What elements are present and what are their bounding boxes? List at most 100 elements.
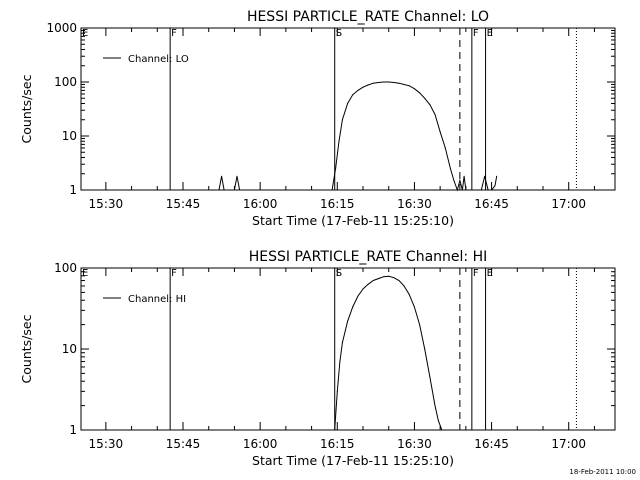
chart-panel-1: HESSI PARTICLE_RATE Channel: LO Counts/se… — [19, 9, 616, 228]
data-point — [372, 280, 374, 282]
data-point — [463, 175, 465, 177]
data-point — [334, 429, 336, 431]
data-point — [347, 320, 349, 322]
data-point — [352, 306, 354, 308]
data-point — [223, 189, 225, 191]
y-tick-label: 10 — [62, 342, 77, 356]
data-point — [341, 119, 343, 121]
data-point — [480, 189, 482, 191]
event-marker-label: E — [487, 28, 493, 39]
data-point — [367, 84, 369, 86]
data-point — [221, 175, 223, 177]
data-point — [487, 189, 489, 191]
data-point — [377, 278, 379, 280]
legend-entry: Channel: LO — [128, 54, 189, 65]
data-point — [383, 276, 385, 278]
series-line — [218, 81, 498, 192]
chart-title: HESSI PARTICLE_RATE Channel: HI — [249, 249, 487, 265]
data-point — [434, 114, 436, 116]
data-point — [338, 140, 340, 142]
data-point — [341, 342, 343, 344]
event-marker-label: F — [473, 28, 479, 39]
data-point — [367, 283, 369, 285]
event-marker-label: E — [487, 268, 493, 279]
x-tick-label: 15:30 — [89, 197, 124, 211]
x-tick-label: 16:00 — [243, 197, 278, 211]
y-tick-label: 1 — [69, 183, 77, 197]
data-point — [461, 189, 463, 191]
chart-panel-2: HESSI PARTICLE_RATE Channel: HI Counts/se… — [19, 249, 616, 468]
plot-timestamp: 18-Feb-2011 10:00 — [569, 468, 636, 476]
data-point — [393, 81, 395, 83]
x-tick-label: 16:30 — [397, 197, 432, 211]
data-point — [388, 275, 390, 277]
x-tick-label: 16:45 — [474, 437, 509, 451]
plot-frame — [80, 267, 616, 431]
data-point — [331, 189, 333, 191]
data-point — [398, 280, 400, 282]
data-point — [413, 306, 415, 308]
y-tick-label: 10 — [62, 129, 77, 143]
series-line — [334, 275, 443, 431]
x-axis-label: Start Time (17-Feb-11 15:25:10) — [252, 453, 454, 468]
data-point — [424, 348, 426, 350]
data-point — [372, 82, 374, 84]
data-point — [403, 83, 405, 85]
y-axis-label: Counts/sec — [19, 314, 34, 383]
x-tick-label: 15:45 — [166, 197, 201, 211]
data-point — [398, 82, 400, 84]
data-point — [437, 420, 439, 422]
data-point — [484, 175, 486, 177]
data-point — [362, 288, 364, 290]
data-point — [494, 185, 496, 187]
x-tick-label: 16:00 — [243, 437, 278, 451]
data-point — [441, 429, 443, 431]
data-point — [453, 179, 455, 181]
data-point — [362, 86, 364, 88]
data-point — [444, 147, 446, 149]
data-point — [377, 81, 379, 83]
data-point — [218, 189, 220, 191]
data-point — [236, 175, 238, 177]
event-marker-label: F — [171, 28, 177, 39]
data-point — [496, 175, 498, 177]
data-point — [403, 285, 405, 287]
plot-frame — [80, 27, 616, 191]
x-axis-label: Start Time (17-Feb-11 15:25:10) — [252, 213, 454, 228]
y-tick-label: 100 — [54, 75, 77, 89]
data-point — [408, 85, 410, 87]
data-point — [339, 361, 341, 363]
event-marker-label: F — [473, 268, 479, 279]
data-point — [459, 179, 461, 181]
x-tick-label: 16:15 — [320, 437, 355, 451]
y-tick-label: 100 — [54, 261, 77, 275]
data-point — [233, 189, 235, 191]
y-tick-label: 1 — [69, 423, 77, 437]
x-tick-label: 16:45 — [474, 197, 509, 211]
data-point — [465, 189, 467, 191]
data-point — [383, 81, 385, 83]
data-point — [456, 189, 458, 191]
event-marker-label: S — [336, 268, 342, 279]
event-marker-label: E — [82, 28, 88, 39]
data-point — [335, 168, 337, 170]
data-point — [347, 102, 349, 104]
data-point — [408, 294, 410, 296]
data-point — [357, 89, 359, 91]
data-point — [491, 189, 493, 191]
event-marker-label: F — [171, 268, 177, 279]
event-marker-label: E — [82, 268, 88, 279]
legend-entry: Channel: HI — [128, 294, 186, 305]
data-point — [352, 94, 354, 96]
x-tick-label: 16:30 — [397, 437, 432, 451]
data-point — [429, 376, 431, 378]
data-point — [357, 295, 359, 297]
data-point — [449, 168, 451, 170]
data-point — [413, 88, 415, 90]
event-marker-label: S — [336, 28, 342, 39]
chart-title: HESSI PARTICLE_RATE Channel: LO — [247, 9, 489, 25]
x-tick-label: 16:15 — [320, 197, 355, 211]
data-point — [429, 104, 431, 106]
data-point — [424, 97, 426, 99]
data-point — [439, 131, 441, 133]
